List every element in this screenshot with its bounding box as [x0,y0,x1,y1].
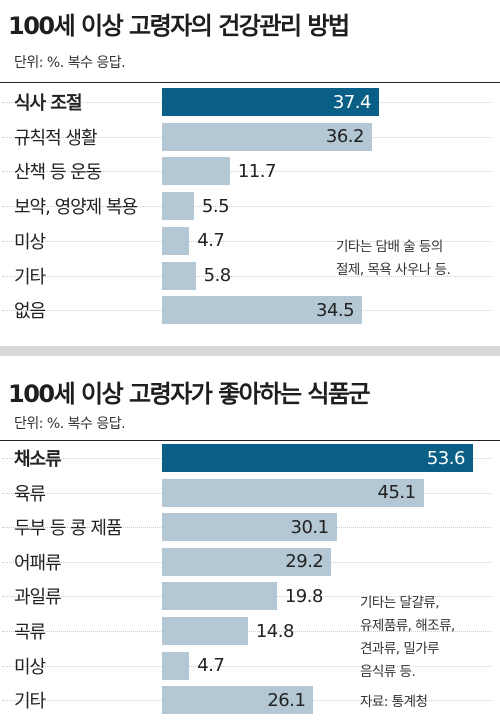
bar [162,547,332,576]
row-guide [2,171,492,173]
category-label: 없음 [14,301,46,323]
section-divider [0,346,500,356]
category-label: 규칙적 생활 [14,127,98,149]
bar-row: 규칙적 생활 36.2 [0,122,500,151]
bar-row: 미상 4.7 [0,651,500,680]
bar-highlight [162,444,473,472]
bar-row: 보약, 영양제 복용 5.5 [0,192,500,221]
value-label: 11.7 [237,160,277,182]
bar [162,582,277,611]
value-label: 26.1 [267,689,306,711]
bar-row: 과일류 19.8 [0,582,500,611]
bar-row: 곡류 14.8 [0,617,500,645]
value-label: 19.8 [284,585,324,607]
bar [162,296,363,325]
category-label: 식사 조절 [14,93,83,114]
category-label: 보약, 영양제 복용 [14,197,138,219]
value-label: 45.1 [377,482,417,504]
value-label: 5.8 [203,265,232,286]
bar-row: 기타 5.8 [0,261,500,290]
category-label: 육류 [14,483,46,505]
category-label: 과일류 [14,587,62,609]
value-label: 14.8 [255,620,295,642]
bar [162,226,190,255]
category-label: 기타 [14,266,46,288]
chart-title-2: 100세 이상 고령자가 좋아하는 식품군 [8,380,371,408]
value-label: 30.1 [290,516,330,538]
chart-title-1: 100세 이상 고령자의 건강관리 방법 [8,12,350,40]
bar-row: 기타 26.1 [0,686,500,715]
value-label: 36.2 [325,126,365,148]
bar [162,261,196,290]
row-guide [2,240,492,242]
source-label: 자료: 통계청 [360,694,428,710]
category-label: 기타 [14,691,46,713]
unit-label-1: 단위: %. 복수 응답. [14,55,126,71]
row-guide [2,665,492,667]
value-label: 37.4 [332,91,372,113]
bar-row: 두부 등 콩 제품 30.1 [0,513,500,542]
category-label: 두부 등 콩 제품 [14,518,123,540]
bar-row: 육류 45.1 [0,478,500,507]
value-label: 34.5 [316,299,355,321]
category-label: 미상 [14,231,46,253]
bar [162,192,194,221]
note-1: 기타는 담배 술 등의 절제, 목욕 사우나 등. [336,239,451,278]
value-label: 53.6 [426,447,466,469]
bar-row: 산책 등 운동 11.7 [0,157,500,186]
category-label: 산책 등 운동 [14,162,102,184]
row-guide [2,275,492,277]
bar-row: 어패류 29.2 [0,547,500,576]
value-label: 5.5 [201,195,230,217]
note-2: 기타는 달걀류, 유제품류, 해조류, 견과류, 밀가루 음식류 등. [360,595,455,680]
category-label: 미상 [14,656,46,678]
row-guide [2,206,492,208]
value-label: 4.7 [197,655,225,677]
bar [162,478,424,507]
bar-row: 미상 4.7 [0,226,500,255]
bar-row: 없음 34.5 [0,296,500,325]
bar [162,122,372,151]
header-rule-2 [0,440,500,441]
bar [162,513,337,542]
bar-highlight [162,88,379,116]
bar [162,157,230,186]
bar-row: 채소류 53.6 [0,444,500,472]
unit-label-2: 단위: %. 복수 응답. [14,416,126,432]
bar-row: 식사 조절 37.4 [0,88,500,116]
bar [162,617,248,645]
bar [162,686,314,715]
category-label: 어패류 [14,552,62,574]
value-label: 29.2 [285,551,324,573]
category-label: 곡류 [14,622,46,643]
category-label: 채소류 [14,449,62,470]
header-rule-1 [0,82,500,83]
bar [162,651,190,680]
value-label: 4.7 [197,230,225,252]
